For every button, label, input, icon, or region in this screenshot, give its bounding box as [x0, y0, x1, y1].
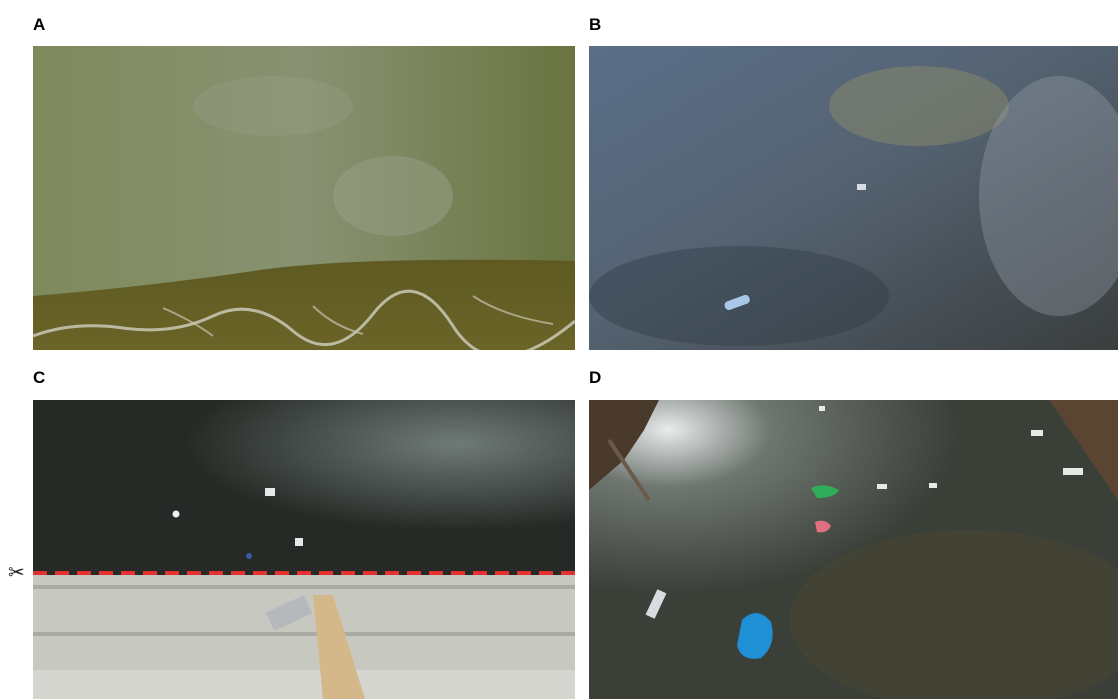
photo-a-river-surface [33, 46, 575, 350]
photo-c-river-with-bridge [33, 400, 575, 699]
panel-label-d: D [589, 368, 602, 387]
panel-label-b: B [589, 15, 602, 34]
panel-label-c: C [33, 368, 46, 387]
photo-b-river-surface [589, 46, 1118, 350]
photo-d-river-with-litter [589, 400, 1118, 699]
scissors-icon: ✂ [8, 560, 25, 584]
panel-label-a: A [33, 15, 46, 34]
